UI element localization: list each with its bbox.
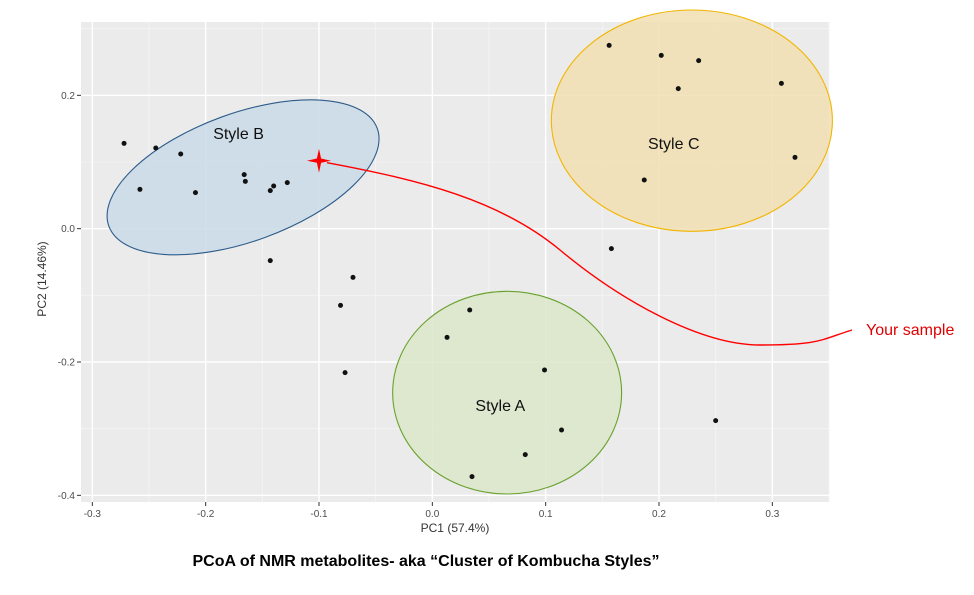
data-point: [522, 452, 528, 458]
x-tick-label: -0.1: [310, 509, 328, 520]
y-tick-label: 0.2: [61, 91, 75, 102]
data-point: [658, 52, 664, 58]
data-point: [241, 172, 247, 178]
data-point: [267, 258, 273, 264]
y-tick-label: -0.4: [58, 491, 76, 502]
data-point: [778, 80, 784, 86]
annotation-curve: [326, 161, 853, 346]
axes: -0.3 -0.2 -0.1 0.0 0.1 0.2 0.3 -0.4 -0.2 0.0 0.2: [58, 91, 780, 520]
sample-star-icon: [307, 148, 331, 173]
data-point: [696, 58, 702, 64]
cluster-label: Style C: [648, 136, 700, 153]
y-tick-label: 0.0: [61, 224, 75, 235]
data-point: [267, 188, 273, 194]
data-point: [137, 186, 143, 192]
data-point: [242, 178, 248, 184]
x-tick-label: -0.3: [84, 509, 102, 520]
cluster-ellipse-style-a: [392, 290, 623, 495]
data-point: [192, 190, 198, 196]
y-tick-label: -0.2: [58, 358, 76, 369]
figure-caption: PCoA of NMR metabolites- aka “Cluster of…: [192, 553, 660, 570]
data-point: [444, 334, 450, 340]
data-point: [713, 418, 719, 424]
y-axis-title: PC2 (14.46%): [35, 241, 49, 316]
data-point: [350, 274, 356, 280]
x-tick-label: 0.1: [539, 509, 553, 520]
cluster-labels: Style B Style C Style A: [213, 126, 699, 415]
x-tick-label: 0.2: [652, 509, 666, 520]
data-point: [338, 302, 344, 308]
x-tick-label: -0.2: [197, 509, 215, 520]
cluster-ellipse-style-b: [106, 99, 380, 256]
cluster-ellipse-style-c: [550, 9, 833, 232]
data-point: [641, 177, 647, 183]
cluster-label: Style A: [475, 398, 525, 415]
x-axis-title: PC1 (57.4%): [421, 521, 490, 535]
data-points: [121, 42, 798, 480]
data-point: [542, 367, 548, 373]
data-point: [121, 140, 127, 146]
your-sample-label: Your sample: [866, 322, 954, 339]
data-point: [271, 183, 277, 189]
data-point: [284, 180, 290, 186]
data-point: [792, 154, 798, 160]
x-tick-label: 0.0: [425, 509, 439, 520]
data-point: [675, 86, 681, 92]
cluster-ellipses: [106, 9, 833, 495]
data-point: [559, 427, 565, 433]
cluster-label: Style B: [213, 126, 264, 143]
data-point: [342, 370, 348, 376]
data-point: [469, 474, 475, 480]
data-point: [606, 42, 612, 48]
data-point: [467, 307, 473, 313]
data-point: [608, 246, 614, 252]
data-point: [153, 145, 159, 151]
data-point: [178, 151, 184, 157]
x-tick-label: 0.3: [765, 509, 779, 520]
